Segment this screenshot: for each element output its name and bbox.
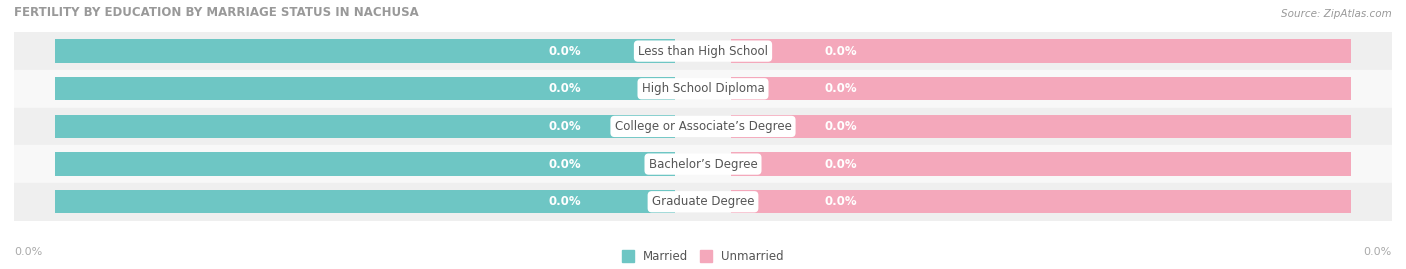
Text: 0.0%: 0.0%	[548, 158, 582, 171]
Text: 0.0%: 0.0%	[824, 195, 858, 208]
Text: 0.0%: 0.0%	[824, 120, 858, 133]
Text: Bachelor’s Degree: Bachelor’s Degree	[648, 158, 758, 171]
Text: 0.0%: 0.0%	[548, 195, 582, 208]
Text: Less than High School: Less than High School	[638, 45, 768, 58]
Bar	[731, 190, 1351, 213]
Text: 0.0%: 0.0%	[824, 45, 858, 58]
Text: FERTILITY BY EDUCATION BY MARRIAGE STATUS IN NACHUSA: FERTILITY BY EDUCATION BY MARRIAGE STATU…	[14, 6, 419, 19]
Text: 0.0%: 0.0%	[824, 82, 858, 95]
Text: Source: ZipAtlas.com: Source: ZipAtlas.com	[1281, 9, 1392, 19]
Text: 0.0%: 0.0%	[1364, 247, 1392, 257]
Bar	[14, 145, 1392, 183]
Text: 0.0%: 0.0%	[548, 82, 582, 95]
Bar	[731, 115, 1351, 138]
Bar	[14, 32, 1392, 70]
Bar	[731, 40, 1351, 63]
Text: 0.0%: 0.0%	[548, 120, 582, 133]
Bar	[14, 108, 1392, 145]
Bar	[55, 115, 675, 138]
Bar	[55, 40, 675, 63]
Text: College or Associate’s Degree: College or Associate’s Degree	[614, 120, 792, 133]
Bar	[14, 70, 1392, 108]
Legend: Married, Unmarried: Married, Unmarried	[617, 245, 789, 267]
Bar	[55, 153, 675, 176]
Text: 0.0%: 0.0%	[548, 45, 582, 58]
Text: High School Diploma: High School Diploma	[641, 82, 765, 95]
Text: 0.0%: 0.0%	[824, 158, 858, 171]
Bar	[55, 77, 675, 100]
Bar	[731, 153, 1351, 176]
Bar	[731, 77, 1351, 100]
Text: 0.0%: 0.0%	[14, 247, 42, 257]
Text: Graduate Degree: Graduate Degree	[652, 195, 754, 208]
Bar	[55, 190, 675, 213]
Bar	[14, 183, 1392, 221]
